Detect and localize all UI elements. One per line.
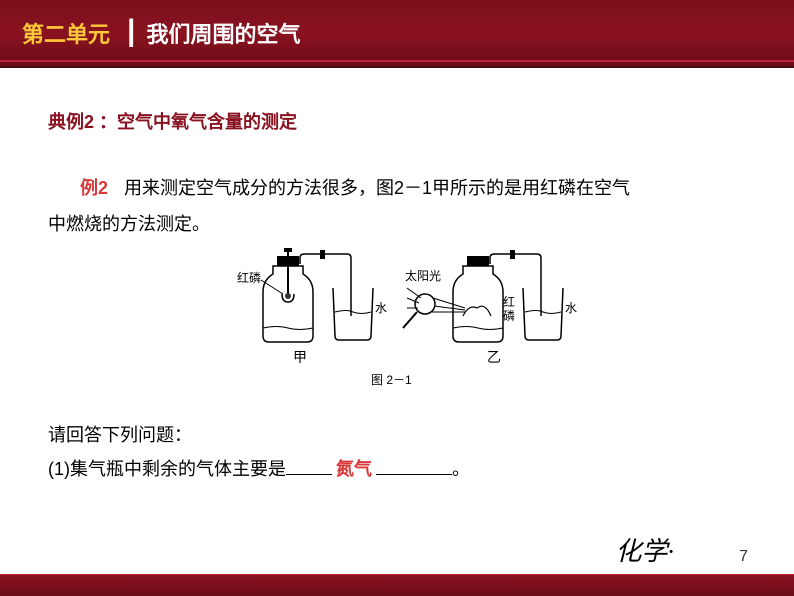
diagram-svg: 红磷 水 甲 [207, 246, 587, 406]
clip-right [510, 250, 515, 259]
q1-prefix: (1)集气瓶中剩余的气体主要是 [48, 459, 286, 479]
rod-cap-left [284, 248, 292, 252]
footer-subject: 化学· [615, 531, 674, 568]
example-line2: 中燃烧的方法测定。 [48, 214, 210, 234]
unit-title: 我们周围的空气 [146, 17, 300, 49]
header-divider: ┃ [124, 19, 138, 48]
example-text: 例2 用来测定空气成分的方法很多，图2－1甲所示的是用红磷在空气 中燃烧的方法测定… [48, 170, 746, 242]
section-title: 典例2 ：空气中氧气含量的测定 [48, 108, 746, 134]
beaker-left [333, 288, 373, 340]
ray1 [407, 288, 421, 298]
unit-label: 第二单元 [22, 17, 110, 49]
question-area: 请回答下列问题： (1)集气瓶中剩余的气体主要是 氮气 。 [48, 418, 746, 486]
label-line-phos-left [261, 280, 283, 294]
lens-handle [403, 312, 417, 328]
footer-bar [0, 574, 794, 596]
tag-right: 乙 [487, 349, 501, 365]
label-phosphorus-left: 红磷 [237, 270, 261, 285]
beaker-right [523, 288, 563, 340]
label-phosphorus-right2: 磷 [503, 308, 515, 323]
q1-answer: 氮气 [332, 459, 376, 479]
example-line1: 用来测定空气成分的方法很多，图2－1甲所示的是用红磷在空气 [124, 178, 630, 198]
slide-header: 第二单元 ┃ 我们周围的空气 [0, 0, 794, 68]
lens [415, 294, 435, 314]
tube-right [490, 254, 541, 316]
bottle-water-left [263, 327, 313, 343]
phosphorus-pile [463, 306, 491, 316]
label-phosphorus-right: 红 [503, 294, 515, 309]
example-label: 例2 [80, 178, 108, 198]
label-water-right: 水 [565, 301, 577, 315]
clip-left [320, 250, 325, 259]
label-sunlight: 太阳光 [405, 268, 441, 283]
bottle-right [453, 266, 503, 342]
label-water-left: 水 [375, 301, 387, 315]
header-accent-line [0, 60, 794, 62]
question-prompt: 请回答下列问题： [48, 418, 746, 452]
page-number: 7 [739, 548, 748, 566]
diagram-caption: 图 2－1 [371, 373, 412, 387]
slide-content: 典例2 ：空气中氧气含量的测定 例2 用来测定空气成分的方法很多，图2－1甲所示的… [0, 68, 794, 486]
tag-left: 甲 [293, 349, 307, 365]
experiment-diagram: 红磷 水 甲 [48, 246, 746, 406]
blank-before [286, 474, 332, 475]
blank-after [376, 474, 452, 475]
bottle-water-right [453, 327, 503, 343]
q1-suffix: 。 [452, 459, 470, 479]
question-1: (1)集气瓶中剩余的气体主要是 氮气 。 [48, 452, 746, 486]
stopper-right [467, 256, 489, 266]
phosphorus-left [285, 293, 291, 299]
beaker-water-right [525, 311, 561, 314]
tube-left [300, 254, 351, 316]
beaker-water-left [335, 311, 371, 314]
